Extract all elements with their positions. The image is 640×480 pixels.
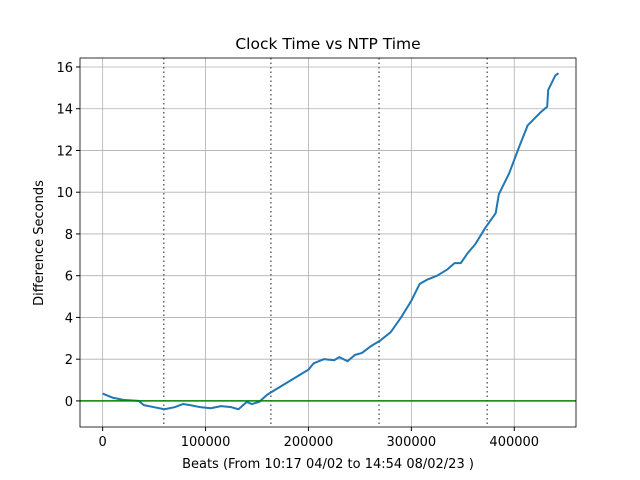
y-tick-label: 4 (65, 311, 73, 326)
y-tick-label: 2 (65, 353, 73, 368)
x-tick-label: 200000 (284, 435, 334, 450)
x-tick-label: 300000 (387, 435, 437, 450)
y-tick-label: 0 (65, 395, 73, 410)
y-axis-label: Difference Seconds (32, 180, 47, 306)
y-tick-label: 8 (65, 228, 73, 243)
y-tick-label: 12 (56, 144, 73, 159)
chart-title: Clock Time vs NTP Time (235, 35, 420, 53)
y-tick-label: 6 (65, 270, 73, 285)
y-tick-label: 10 (56, 186, 73, 201)
y-tick-label: 14 (56, 103, 73, 118)
x-tick-label: 400000 (489, 435, 539, 450)
x-tick-label: 100000 (181, 435, 231, 450)
y-tick-label: 16 (56, 61, 73, 76)
x-tick-label: 0 (98, 435, 106, 450)
data-line (102, 72, 560, 411)
x-axis-label: Beats (From 10:17 04/02 to 14:54 08/02/2… (182, 457, 474, 472)
plot-frame (79, 57, 577, 428)
